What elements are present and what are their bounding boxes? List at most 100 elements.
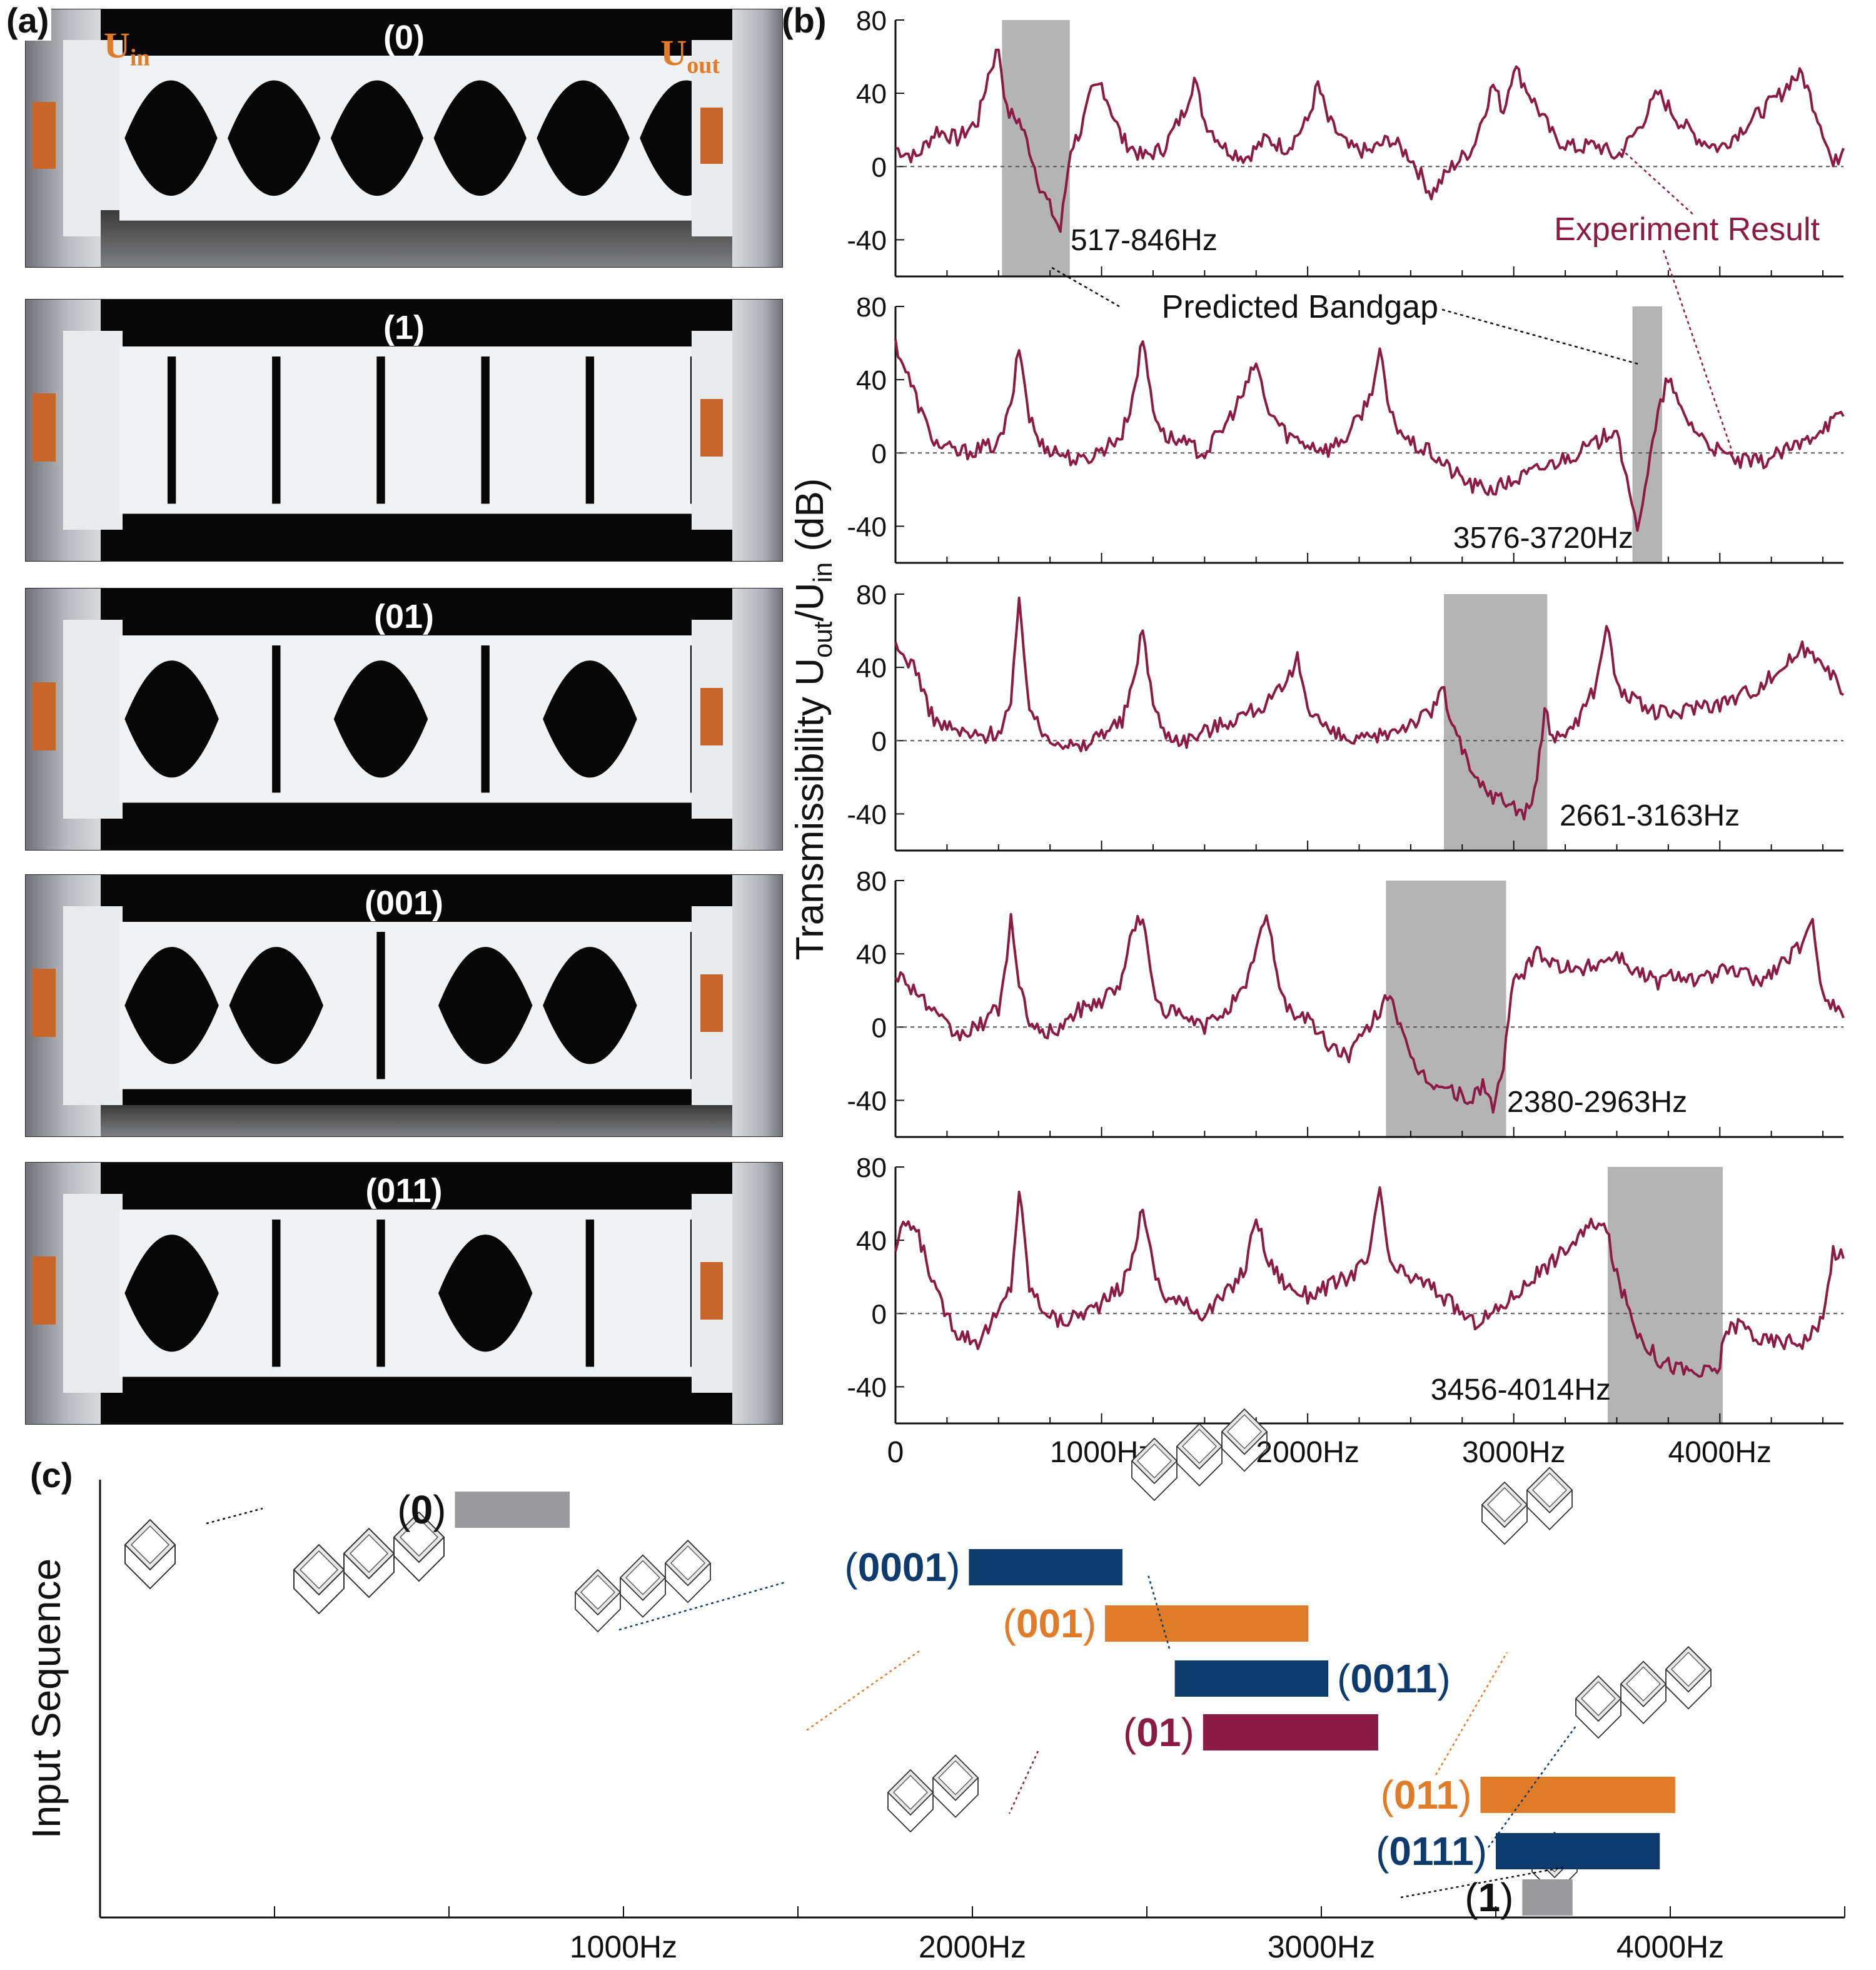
bar-0011: (0011) xyxy=(1174,1656,1451,1701)
y-tick-label: 80 xyxy=(856,292,887,323)
bar-label: (0) xyxy=(397,1487,446,1532)
bar-leader xyxy=(805,1650,920,1732)
bar-01: (01) xyxy=(1123,1710,1378,1755)
bar-leader xyxy=(1435,1652,1508,1776)
y-axis-title: Transmissibility Uout/Uin (dB) xyxy=(789,478,837,961)
bandgap-label: 3576-3720Hz xyxy=(1453,522,1633,555)
bar-0: (0) xyxy=(397,1487,570,1532)
y-tick-label: 0 xyxy=(872,1013,887,1043)
bandgap-bar xyxy=(1174,1660,1329,1697)
predicted-leader xyxy=(1051,266,1639,365)
y-tick-label: 80 xyxy=(856,6,887,36)
photo-strip-1: (1) xyxy=(25,299,783,562)
bar-leader xyxy=(618,1581,786,1631)
y-tick-label: 40 xyxy=(856,939,887,970)
bandgap-label: 3456-4014Hz xyxy=(1431,1373,1611,1407)
bandgap-shade xyxy=(1002,20,1070,276)
bar-label: (001) xyxy=(1003,1601,1096,1646)
bar-0111: (0111) xyxy=(1376,1829,1660,1874)
y-tick-label: 40 xyxy=(856,365,887,396)
bar-label: (1) xyxy=(1465,1875,1513,1920)
panel-letter-b: (b) xyxy=(782,1,827,40)
origami-sketch xyxy=(1131,1408,1268,1502)
x-tick-label: 2000Hz xyxy=(1256,1436,1359,1469)
experiment-curve xyxy=(894,1186,1845,1378)
photo-label-1: (1) xyxy=(383,309,425,346)
y-tick-label: 80 xyxy=(856,866,887,897)
y-tick-label: 0 xyxy=(872,438,887,469)
bandgap-shade xyxy=(1386,881,1506,1137)
c-x-tick-label: 1000Hz xyxy=(570,1929,677,1964)
y-tick-label: 80 xyxy=(856,580,887,610)
bandgap-shade xyxy=(1443,594,1548,851)
bandgap-bar xyxy=(1496,1833,1660,1869)
bandgap-label: 2661-3163Hz xyxy=(1560,799,1740,832)
bar-leader xyxy=(206,1507,263,1525)
x-tick-label: 4000Hz xyxy=(1668,1436,1772,1469)
experiment-curve xyxy=(895,48,1845,233)
experiment-curve xyxy=(894,596,1844,821)
origami-sketch xyxy=(124,1518,176,1590)
c-y-axis-title: Input Sequence xyxy=(24,1558,69,1839)
strip-pattern-1 xyxy=(119,346,782,514)
y-tick-label: 80 xyxy=(856,1153,887,1183)
y-tick-label: -40 xyxy=(847,1086,887,1116)
y-tick-label: 40 xyxy=(856,79,887,109)
panel-letter-a: (a) xyxy=(4,0,52,41)
origami-sketch xyxy=(1575,1645,1712,1739)
c-x-tick-label: 3000Hz xyxy=(1268,1929,1375,1964)
panel-letter-c: (c) xyxy=(30,1455,73,1495)
strip-pattern-0 xyxy=(119,56,782,221)
panel-c-bandgap-bars: 1000Hz 2000Hz 3000Hz 4000Hz Input Sequence (0… xyxy=(24,1408,1845,1964)
origami-sketch xyxy=(293,1511,445,1615)
bandgap-bar xyxy=(1522,1879,1573,1916)
bar-001: (001) xyxy=(1003,1601,1309,1646)
bar-label: (0111) xyxy=(1376,1829,1487,1874)
bandgap-bar xyxy=(1480,1777,1675,1813)
bar-0001: (0001) xyxy=(844,1545,1122,1590)
x-tick-label: 0 xyxy=(887,1436,904,1469)
bar-label: (0001) xyxy=(844,1545,960,1590)
bandgap-label: 517-846Hz xyxy=(1071,224,1218,257)
photo-label-001: (001) xyxy=(364,884,444,922)
bar-label: (01) xyxy=(1123,1710,1194,1755)
y-tick-label: -40 xyxy=(847,799,887,830)
bandgap-shade xyxy=(1632,306,1662,563)
bar-label: (011) xyxy=(1381,1772,1472,1817)
y-tick-label: 40 xyxy=(856,653,887,684)
bar-011: (011) xyxy=(1381,1772,1675,1817)
bandgap-shade xyxy=(1607,1167,1723,1423)
origami-sketch xyxy=(887,1754,979,1833)
photo-strip-011: (011) xyxy=(25,1162,783,1425)
origami-sketch xyxy=(1481,1467,1573,1545)
y-tick-label: 0 xyxy=(872,726,887,757)
bar-label: (0011) xyxy=(1337,1656,1450,1701)
subplot-3: 80 40 0 -40 2380-2963Hz xyxy=(847,866,1845,1138)
experiment-curve xyxy=(894,339,1845,532)
y-tick-label: 0 xyxy=(872,1299,887,1330)
photo-label-01: (01) xyxy=(373,598,435,635)
subplot-2: 80 40 0 -40 2661-3163Hz xyxy=(847,580,1844,852)
bar-leader xyxy=(1008,1750,1039,1814)
predicted-bandgap-label: Predicted Bandgap xyxy=(1162,289,1438,325)
experiment-curve xyxy=(894,912,1845,1114)
y-tick-label: 0 xyxy=(872,152,887,183)
y-tick-label: -40 xyxy=(847,1372,887,1403)
bandgap-label: 2380-2963Hz xyxy=(1507,1086,1687,1119)
experiment-leader xyxy=(1620,148,1735,456)
photo-strip-01: (01) xyxy=(25,588,783,851)
photo-label-011: (011) xyxy=(365,1172,443,1210)
bar-1: (1) xyxy=(1465,1875,1573,1920)
photo-label-0: (0) xyxy=(383,19,425,56)
bandgap-bar xyxy=(969,1549,1122,1585)
c-x-tick-label: 2000Hz xyxy=(919,1929,1026,1964)
bandgap-bar xyxy=(455,1492,570,1528)
y-tick-label: 40 xyxy=(856,1226,887,1256)
c-x-tick-label: 4000Hz xyxy=(1616,1929,1724,1964)
subplot-4: 80 40 0 -40 3456-4014Hz xyxy=(847,1153,1845,1425)
subplot-1: 80 40 0 -40 3576-3720Hz xyxy=(847,292,1845,564)
subplot-0: 80 40 0 -40 517-846Hz xyxy=(847,6,1845,278)
bar-leader xyxy=(1147,1574,1171,1649)
experiment-result-label: Experiment Result xyxy=(1554,211,1820,248)
